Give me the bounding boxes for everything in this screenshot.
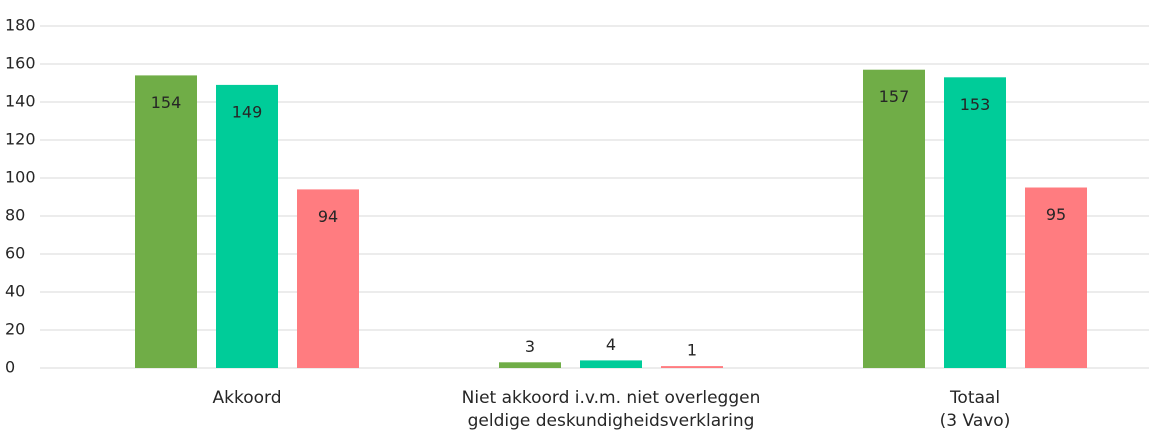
bar bbox=[944, 77, 1006, 369]
y-tick-label: 20 bbox=[5, 320, 25, 339]
data-label: 149 bbox=[232, 102, 263, 121]
y-tick-label: 160 bbox=[5, 54, 36, 73]
y-tick-label: 40 bbox=[5, 282, 25, 301]
bar bbox=[1025, 187, 1087, 368]
x-tick-label: (3 Vavo) bbox=[940, 411, 1011, 431]
x-tick-label: Totaal bbox=[949, 388, 1000, 408]
y-tick-label: 140 bbox=[5, 92, 36, 111]
data-label: 153 bbox=[960, 95, 991, 114]
y-tick-label: 0 bbox=[5, 358, 15, 377]
y-tick-label: 120 bbox=[5, 130, 36, 149]
data-label: 4 bbox=[606, 335, 616, 354]
data-label: 157 bbox=[879, 87, 910, 106]
bar bbox=[863, 69, 925, 368]
bar bbox=[297, 189, 359, 368]
bar bbox=[135, 75, 197, 369]
bar bbox=[216, 84, 278, 369]
x-tick-label: geldige deskundigheidsverklaring bbox=[468, 411, 755, 431]
x-tick-label: Akkoord bbox=[213, 388, 282, 408]
x-tick-label: Niet akkoord i.v.m. niet overleggen bbox=[462, 388, 761, 408]
data-label: 1 bbox=[687, 341, 697, 360]
y-tick-label: 100 bbox=[5, 168, 36, 187]
y-tick-label: 60 bbox=[5, 244, 25, 263]
data-label: 95 bbox=[1046, 205, 1066, 224]
data-label: 94 bbox=[318, 207, 338, 226]
y-tick-label: 180 bbox=[5, 16, 36, 35]
data-label: 3 bbox=[525, 337, 535, 356]
bar bbox=[661, 366, 723, 368]
y-tick-label: 80 bbox=[5, 206, 25, 225]
bar bbox=[499, 362, 561, 368]
data-label: 154 bbox=[151, 93, 182, 112]
bar bbox=[580, 360, 642, 368]
